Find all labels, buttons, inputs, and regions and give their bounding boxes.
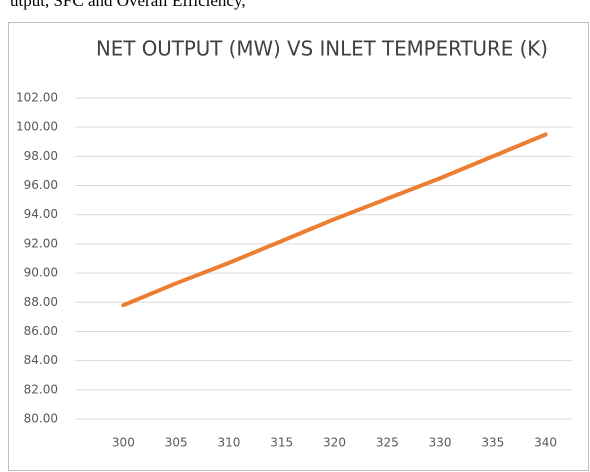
y-tick-label: 94.00 [24, 207, 58, 221]
y-tick-label: 98.00 [24, 149, 58, 163]
y-tick-label: 90.00 [24, 266, 58, 280]
x-tick-label: 335 [481, 436, 504, 450]
data-line [121, 132, 548, 308]
chart-frame [8, 22, 589, 471]
x-tick-label: 315 [270, 436, 293, 450]
y-tick-label: 92.00 [24, 236, 58, 250]
x-tick-label: 300 [112, 436, 135, 450]
y-tick-label: 100.00 [16, 120, 58, 134]
x-tick-label: 305 [165, 436, 188, 450]
y-tick-label: 96.00 [24, 178, 58, 192]
x-tick-label: 320 [323, 436, 346, 450]
y-tick-label: 82.00 [24, 382, 58, 396]
y-tick-label: 80.00 [24, 412, 58, 426]
x-tick-label: 340 [534, 436, 557, 450]
y-tick-label: 86.00 [24, 324, 58, 338]
chart-title: NET OUTPUT (MW) VS INLET TEMPERTURE (K) [96, 37, 548, 61]
caption: utput, SFC and Overall Efficiency, [10, 0, 246, 10]
y-tick-label: 88.00 [24, 295, 58, 309]
x-tick-label: 330 [429, 436, 452, 450]
y-tick-label: 84.00 [24, 353, 58, 367]
x-tick-label: 325 [376, 436, 399, 450]
y-tick-label: 102.00 [16, 91, 58, 105]
x-tick-label: 310 [217, 436, 240, 450]
